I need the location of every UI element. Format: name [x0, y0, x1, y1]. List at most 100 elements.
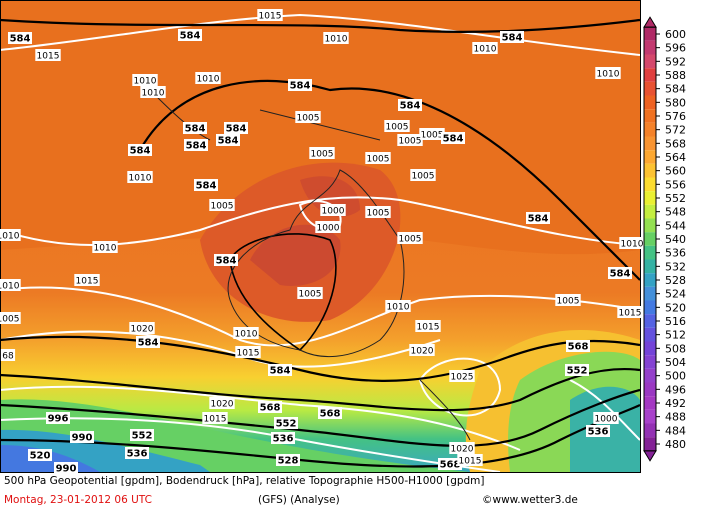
contour-label-box	[526, 212, 550, 224]
legend-swatch	[644, 259, 656, 274]
contour-label: 584	[443, 134, 464, 145]
legend-swatch	[644, 40, 656, 55]
contour-label-box	[419, 128, 445, 140]
contour-label-box	[54, 462, 78, 474]
legend-swatch	[644, 396, 656, 410]
legend-label: 552	[665, 192, 686, 205]
contour-label-box	[257, 9, 283, 21]
contour-label: 584	[130, 146, 151, 157]
contour-label: 1005	[421, 131, 444, 141]
contour-label: 552	[276, 419, 297, 430]
contour-label: 584	[196, 181, 217, 192]
legend-swatch	[644, 122, 656, 137]
contour-label: 536	[127, 449, 148, 460]
footer-line1: 500 hPa Geopotential [gpdm], Bodendruck …	[4, 475, 485, 487]
legend-swatch	[644, 245, 656, 260]
contour-label: 1015	[259, 12, 282, 22]
contour-label: 1010	[0, 282, 20, 292]
legend-swatch	[644, 286, 656, 301]
contour-label: 990	[56, 464, 77, 475]
legend-swatch	[644, 409, 656, 424]
contour-label: 1010	[142, 89, 165, 99]
contour-label-box	[315, 221, 341, 233]
contour-label: 568	[260, 403, 281, 414]
contour-label-box	[384, 120, 410, 132]
contour-label-box	[129, 322, 155, 334]
contour-label-box	[608, 267, 632, 279]
contour-label: 1005	[399, 137, 422, 147]
contour-label-box	[216, 134, 240, 146]
contour-label-box	[457, 454, 483, 466]
legend-swatch	[644, 341, 656, 356]
contour-label: 1010	[325, 35, 348, 45]
contour-label-box	[178, 29, 202, 41]
contour-label-box	[276, 454, 300, 466]
contour-label: 584	[216, 256, 237, 267]
legend-label: 580	[665, 96, 686, 109]
contour-label: 1005	[399, 235, 422, 245]
legend-label: 516	[665, 315, 686, 328]
contour-label-box	[125, 447, 149, 459]
contour-label-box	[365, 206, 391, 218]
contour-label-box	[565, 364, 589, 376]
legend-bottom-arrow	[643, 450, 657, 462]
contour-label-box	[365, 152, 391, 164]
contour-label: 1010	[94, 244, 117, 254]
contour-label-box	[46, 412, 70, 424]
legend-swatch	[644, 177, 656, 192]
legend-label: 576	[665, 110, 686, 123]
legend-swatch	[644, 81, 656, 96]
legend-top-arrow	[643, 16, 657, 28]
legend-swatch	[644, 273, 656, 287]
contour-label: 1010	[597, 70, 620, 80]
contour-label: 584	[180, 31, 201, 42]
contour-label: 1015	[417, 323, 440, 333]
contour-label: 1005	[311, 150, 334, 160]
legend-label: 484	[665, 424, 686, 437]
contour-label: 1000	[595, 415, 618, 425]
contour-labels: 584 584 1015 1010 1010 584 1015 1010 1010 1010 584…	[0, 9, 645, 475]
contour-label: 584	[226, 124, 247, 135]
contour-label: 584	[138, 338, 159, 349]
contour-label-box	[132, 74, 158, 86]
legend-swatch	[644, 136, 656, 151]
footer-model: (GFS) (Analyse)	[258, 494, 340, 506]
contour-label: 584	[400, 101, 421, 112]
contour-label: 1005	[367, 209, 390, 219]
legend-label: 496	[665, 383, 686, 396]
contour-label: 1005	[0, 315, 19, 325]
contour-label-box	[274, 417, 298, 429]
contour-label: 1005	[299, 290, 322, 300]
contour-label-box	[472, 42, 498, 54]
legend-swatch	[644, 232, 656, 246]
legend-label: 548	[665, 206, 686, 219]
legend-swatch	[644, 327, 656, 342]
contour-label-box	[195, 72, 221, 84]
legend-label: 528	[665, 274, 686, 287]
legend-label: 568	[665, 137, 686, 150]
contour-label: 1010	[387, 303, 410, 313]
geopotential-lines	[0, 18, 640, 468]
contour-label-box	[320, 204, 346, 216]
color-legend: 6005965925885845805765725685645605565525…	[643, 16, 686, 462]
contour-label: 1015	[237, 349, 260, 359]
contour-label: 1005	[386, 123, 409, 133]
contour-label: 1005	[557, 297, 580, 307]
contour-label-box	[309, 147, 335, 159]
legend-label: 504	[665, 356, 686, 369]
legend-label: 532	[665, 260, 686, 273]
contour-label-box	[268, 364, 292, 376]
map-area	[0, 0, 640, 472]
legend-label: 492	[665, 397, 686, 410]
contour-label: 1000	[317, 224, 340, 234]
legend-swatch	[644, 27, 656, 41]
contour-label: 1025	[451, 373, 474, 383]
contour-label: 990	[72, 433, 93, 444]
legend-label: 500	[665, 370, 686, 383]
contour-label: 568	[320, 409, 341, 420]
contour-label: 520	[30, 451, 51, 462]
contour-label-box	[288, 79, 312, 91]
contour-label: 1010	[129, 174, 152, 184]
